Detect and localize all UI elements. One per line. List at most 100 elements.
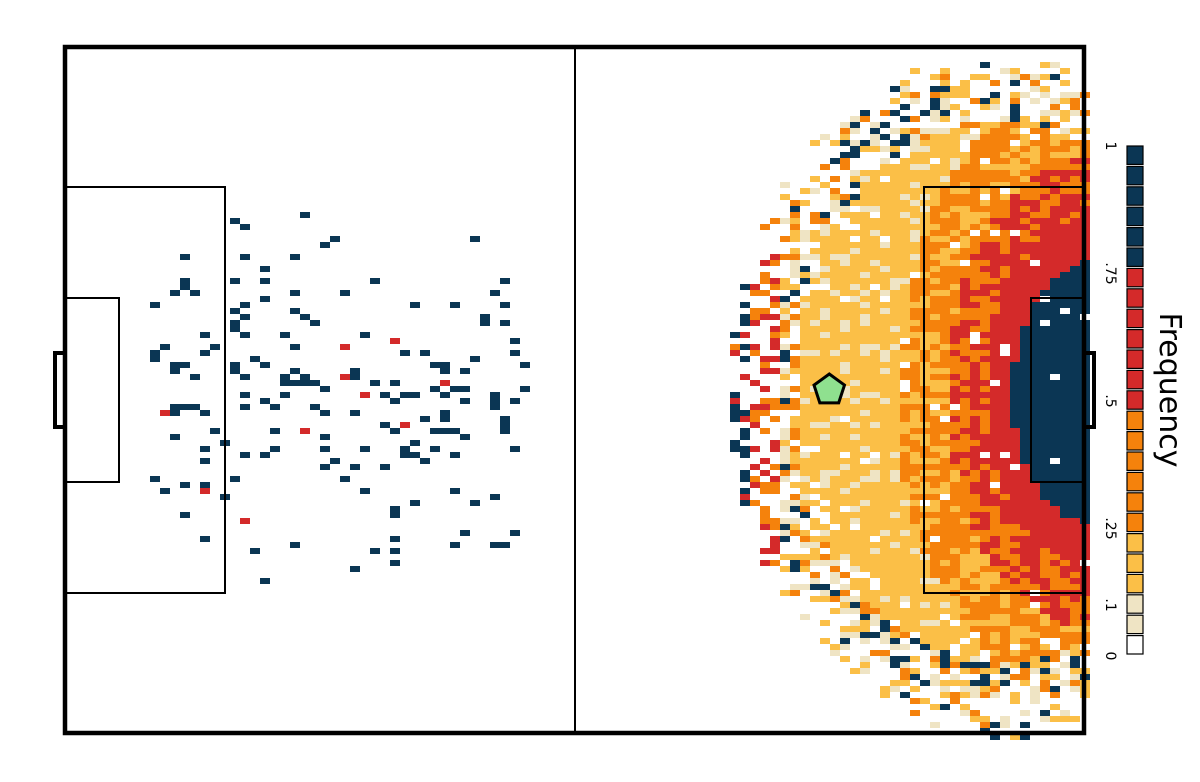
heatmap-cell	[1050, 254, 1060, 260]
heatmap-cell	[1020, 458, 1030, 464]
heatmap-cell	[970, 584, 980, 590]
heatmap-cell	[870, 224, 880, 230]
heatmap-cell	[830, 248, 840, 254]
heatmap-cell	[930, 542, 940, 548]
heatmap-cell	[850, 470, 860, 476]
heatmap-cell	[960, 380, 970, 386]
heatmap-cell	[1020, 656, 1030, 662]
heatmap-cell	[980, 128, 990, 134]
heatmap-cell	[1070, 680, 1080, 686]
heatmap-cell	[970, 578, 980, 584]
heatmap-cell	[1070, 644, 1080, 650]
heatmap-cell	[1060, 572, 1070, 578]
heatmap-cell	[1010, 248, 1020, 254]
heatmap-cell	[940, 482, 950, 488]
heatmap-cell	[810, 392, 820, 398]
heatmap-cell	[1060, 182, 1070, 188]
heatmap-cell	[200, 536, 210, 542]
heatmap-cell	[950, 362, 960, 368]
heatmap-cell	[980, 584, 990, 590]
heatmap-cell	[860, 110, 870, 116]
heatmap-cell	[840, 446, 850, 452]
heatmap-cell	[990, 560, 1000, 566]
heatmap-cell	[930, 512, 940, 518]
heatmap-cell	[1030, 434, 1040, 440]
heatmap-cell	[890, 266, 900, 272]
heatmap-cell	[910, 278, 920, 284]
heatmap-cell	[990, 134, 1000, 140]
heatmap-cell	[350, 566, 360, 572]
heatmap-cell	[990, 152, 1000, 158]
heatmap-cell	[430, 428, 440, 434]
heatmap-cell	[930, 308, 940, 314]
heatmap-cell	[920, 632, 930, 638]
heatmap-cell	[830, 482, 840, 488]
heatmap-cell	[900, 194, 910, 200]
heatmap-cell	[850, 602, 860, 608]
heatmap-cell	[990, 356, 1000, 362]
heatmap-cell	[840, 572, 850, 578]
heatmap-cell	[990, 362, 1000, 368]
heatmap-cell	[900, 272, 910, 278]
heatmap-cell	[1070, 554, 1080, 560]
heatmap-cell	[900, 470, 910, 476]
heatmap-cell	[910, 200, 920, 206]
heatmap-cell	[1020, 140, 1030, 146]
heatmap-cell	[1030, 314, 1040, 320]
heatmap-cell	[1060, 464, 1070, 470]
heatmap-cell	[880, 500, 890, 506]
heatmap-cell	[910, 500, 920, 506]
heatmap-cell	[840, 338, 850, 344]
heatmap-cell	[840, 122, 850, 128]
heatmap-cell	[1050, 512, 1060, 518]
heatmap-cell	[1070, 530, 1080, 536]
heatmap-cell	[980, 74, 990, 80]
heatmap-cell	[1000, 410, 1010, 416]
heatmap-cell	[1050, 350, 1060, 356]
heatmap-cell	[310, 380, 320, 386]
heatmap-cell	[1030, 80, 1040, 86]
heatmap-cell	[780, 446, 790, 452]
heatmap-cell	[1010, 122, 1020, 128]
heatmap-cell	[800, 554, 810, 560]
heatmap-cell	[900, 614, 910, 620]
heatmap-cell	[910, 98, 920, 104]
heatmap-cell	[980, 530, 990, 536]
heatmap-cell	[860, 422, 870, 428]
heatmap-cell	[900, 608, 910, 614]
heatmap-cell	[1060, 368, 1070, 374]
heatmap-cell	[1030, 230, 1040, 236]
heatmap-cell	[840, 368, 850, 374]
heatmap-cell	[970, 494, 980, 500]
heatmap-cell	[1060, 524, 1070, 530]
heatmap-cell	[350, 368, 360, 374]
heatmap-cell	[820, 506, 830, 512]
heatmap-cell	[1010, 296, 1020, 302]
heatmap-cell	[880, 458, 890, 464]
heatmap-cell	[730, 440, 740, 446]
heatmap-cell	[970, 500, 980, 506]
heatmap-cell	[890, 536, 900, 542]
heatmap-cell	[910, 338, 920, 344]
heatmap-cell	[990, 464, 1000, 470]
heatmap-cell	[760, 260, 770, 266]
heatmap-cell	[1010, 692, 1020, 698]
heatmap-cell	[940, 164, 950, 170]
heatmap-cell	[870, 296, 880, 302]
heatmap-cell	[930, 524, 940, 530]
heatmap-cell	[870, 374, 880, 380]
heatmap-cell	[840, 164, 850, 170]
heatmap-cell	[860, 188, 870, 194]
heatmap-cell	[990, 374, 1000, 380]
heatmap-cell	[1020, 626, 1030, 632]
heatmap-cell	[1000, 542, 1010, 548]
heatmap-cell	[790, 458, 800, 464]
heatmap-cell	[1010, 572, 1020, 578]
heatmap-cell	[910, 308, 920, 314]
heatmap-cell	[800, 506, 810, 512]
heatmap-cell	[880, 362, 890, 368]
heatmap-cell	[800, 440, 810, 446]
heatmap-cell	[1050, 596, 1060, 602]
heatmap-cell	[930, 272, 940, 278]
heatmap-cell	[870, 518, 880, 524]
